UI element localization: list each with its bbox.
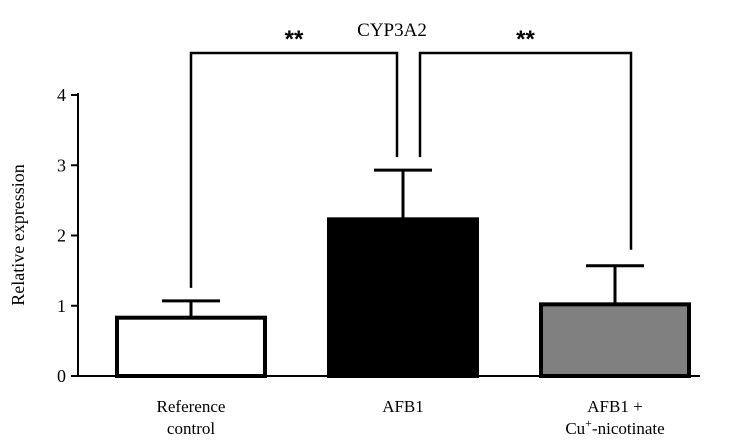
x-tick-label: AFB1 (382, 397, 424, 416)
significance-bracket (418, 51, 633, 250)
x-tick-label: control (167, 419, 215, 438)
significance-label: ** (516, 26, 535, 53)
y-tick-label: 3 (57, 155, 66, 175)
y-tick-label: 0 (57, 366, 66, 386)
y-tick-label: 1 (57, 296, 66, 316)
y-tick-label: 2 (57, 226, 66, 246)
y-axis-label: Relative expression (8, 164, 28, 305)
chart-title: CYP3A2 (357, 20, 427, 41)
bar (115, 315, 267, 379)
x-tick-label: Cu+-nicotinate (565, 416, 664, 438)
bar (539, 302, 691, 378)
chart-marks: 0 1 2 3 4 Reference control AFB1 AFB1 +Cu+-nicot… (57, 26, 700, 438)
bar (327, 217, 479, 378)
y-tick-label: 4 (57, 85, 66, 105)
significance-label: ** (285, 26, 304, 53)
significance-bracket (189, 51, 399, 288)
x-tick-label: Reference (157, 397, 226, 416)
x-tick-label: AFB1 + (587, 397, 642, 416)
